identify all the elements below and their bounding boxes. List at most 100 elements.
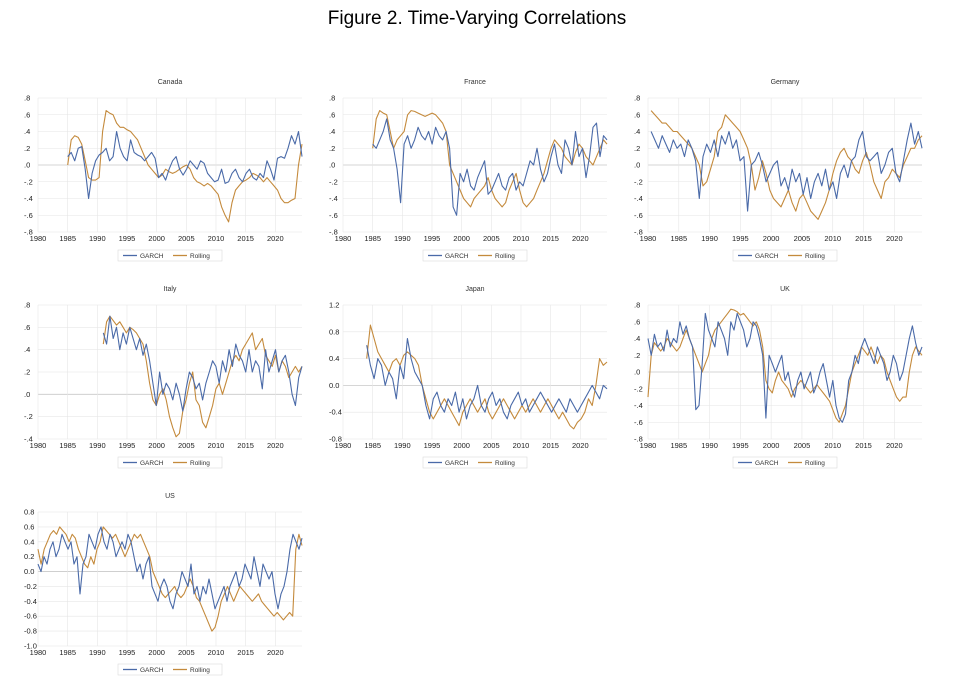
x-tick-label: 1990 — [701, 441, 718, 450]
y-tick-label: -.2 — [634, 384, 643, 393]
y-tick-label: 0.4 — [24, 537, 34, 546]
x-tick-label: 1980 — [30, 234, 47, 243]
x-tick-label: 2010 — [824, 441, 841, 450]
x-tick-label: 2000 — [763, 234, 780, 243]
x-tick-label: 2010 — [824, 234, 841, 243]
y-tick-label: 0.0 — [329, 381, 339, 390]
y-tick-label: .2 — [634, 351, 640, 360]
legend — [117, 456, 223, 469]
x-tick-label: 2010 — [208, 441, 225, 450]
legend-label-garch: GARCH — [445, 460, 469, 467]
chart-title: Canada — [158, 79, 183, 86]
x-tick-label: 2005 — [794, 234, 811, 243]
y-tick-label: -.6 — [634, 418, 643, 427]
chart-panel-uk: UK .8 .6 .4 .2 .0 -.2 -.4 -.6 -.8 1980 1985 1990 1995… — [630, 281, 930, 481]
series-line-garch — [37, 526, 303, 610]
x-tick-label: 1980 — [640, 234, 657, 243]
x-tick-label: 1995 — [119, 441, 136, 450]
chart-panel-canada: Canada .8 .6 .4 .2 .0 -.2 -.4 -.6 -.8 1980 1985 1990… — [20, 74, 310, 274]
y-tick-label: .0 — [24, 161, 30, 170]
x-tick-label: 2000 — [148, 441, 165, 450]
y-tick-label: .4 — [24, 127, 30, 136]
x-tick-label: 2010 — [208, 648, 225, 657]
legend — [422, 456, 528, 469]
legend-label-garch: GARCH — [140, 253, 164, 260]
legend — [117, 249, 223, 262]
y-tick-label: .0 — [634, 368, 640, 377]
x-tick-label: 1995 — [119, 648, 136, 657]
x-tick-label: 2020 — [886, 441, 903, 450]
y-tick-label: -.8 — [329, 228, 338, 237]
series-line-rolling — [37, 526, 303, 632]
x-tick-label: 1990 — [89, 441, 106, 450]
y-tick-label: -.2 — [24, 177, 33, 186]
x-tick-label: 2000 — [763, 441, 780, 450]
y-tick-label: 1.2 — [329, 301, 339, 310]
y-tick-label: -.4 — [24, 194, 33, 203]
x-tick-label: 2020 — [572, 234, 589, 243]
y-tick-label: -1.0 — [24, 642, 37, 651]
x-tick-label: 2020 — [267, 234, 284, 243]
x-tick-label: 2020 — [886, 234, 903, 243]
x-tick-label: 1985 — [59, 648, 76, 657]
chart-panel-italy: Italy .8 .6 .4 .2 .0 -.2 -.4 1980 1985 1990 1995 200… — [20, 281, 310, 481]
x-tick-label: 2020 — [267, 648, 284, 657]
x-tick-label: 1985 — [364, 441, 381, 450]
x-tick-label: 1980 — [335, 234, 352, 243]
y-tick-label: 0.4 — [329, 354, 339, 363]
x-tick-label: 2010 — [513, 234, 530, 243]
x-tick-label: 1995 — [119, 234, 136, 243]
y-tick-label: -0.4 — [24, 597, 37, 606]
legend-label-rolling: Rolling — [190, 667, 210, 674]
y-tick-label: 0.6 — [24, 522, 34, 531]
x-tick-label: 2015 — [542, 441, 559, 450]
x-tick-label: 1985 — [670, 234, 687, 243]
x-tick-label: 2015 — [855, 441, 872, 450]
x-tick-label: 1990 — [701, 234, 718, 243]
y-tick-label: .8 — [24, 301, 30, 310]
x-tick-label: 1990 — [89, 234, 106, 243]
y-tick-label: -0.4 — [329, 408, 342, 417]
y-tick-label: .6 — [329, 110, 335, 119]
x-tick-label: 2015 — [237, 234, 254, 243]
y-tick-label: 0.8 — [329, 327, 339, 336]
chart-panel-germany: Germany .8 .6 .4 .2 .0 -.2 -.4 -.6 -.8 1980 1985 199… — [630, 74, 930, 274]
x-tick-label: 2015 — [237, 648, 254, 657]
y-tick-label: .8 — [329, 94, 335, 103]
y-tick-label: -.2 — [634, 177, 643, 186]
x-tick-label: 2000 — [148, 234, 165, 243]
y-tick-label: -.4 — [634, 194, 643, 203]
legend-label-garch: GARCH — [445, 253, 469, 260]
y-tick-label: -.6 — [24, 211, 33, 220]
x-tick-label: 1990 — [394, 441, 411, 450]
y-tick-label: .2 — [24, 368, 30, 377]
y-tick-label: .0 — [634, 161, 640, 170]
y-tick-label: .6 — [24, 110, 30, 119]
x-tick-label: 1980 — [335, 441, 352, 450]
series-line-garch — [372, 118, 608, 216]
series-line-rolling — [372, 110, 608, 208]
y-tick-label: 0.0 — [24, 567, 34, 576]
y-tick-label: -.2 — [24, 412, 33, 421]
chart-panel-japan: Japan 1.2 0.8 0.4 0.0 -0.4 -0.8 1980 1985 1990 199… — [325, 281, 615, 481]
y-tick-label: .0 — [329, 161, 335, 170]
y-tick-label: -.6 — [634, 211, 643, 220]
y-tick-label: -0.2 — [24, 582, 37, 591]
chart-title: Italy — [164, 286, 177, 293]
chart-svg: US0.80.60.40.20.0-0.2-0.4-0.6-0.8-1.0198… — [24, 493, 303, 676]
x-tick-label: 2005 — [178, 441, 195, 450]
x-tick-label: 2000 — [453, 441, 470, 450]
legend — [732, 249, 838, 262]
x-tick-label: 2005 — [178, 648, 195, 657]
legend-label-rolling: Rolling — [495, 460, 515, 467]
series-line-rolling — [647, 308, 923, 423]
y-tick-label: .0 — [24, 390, 30, 399]
legend-label-rolling: Rolling — [190, 253, 210, 260]
chart-title: France — [464, 79, 486, 86]
y-tick-label: -0.6 — [24, 612, 37, 621]
y-tick-label: -.8 — [634, 435, 643, 444]
